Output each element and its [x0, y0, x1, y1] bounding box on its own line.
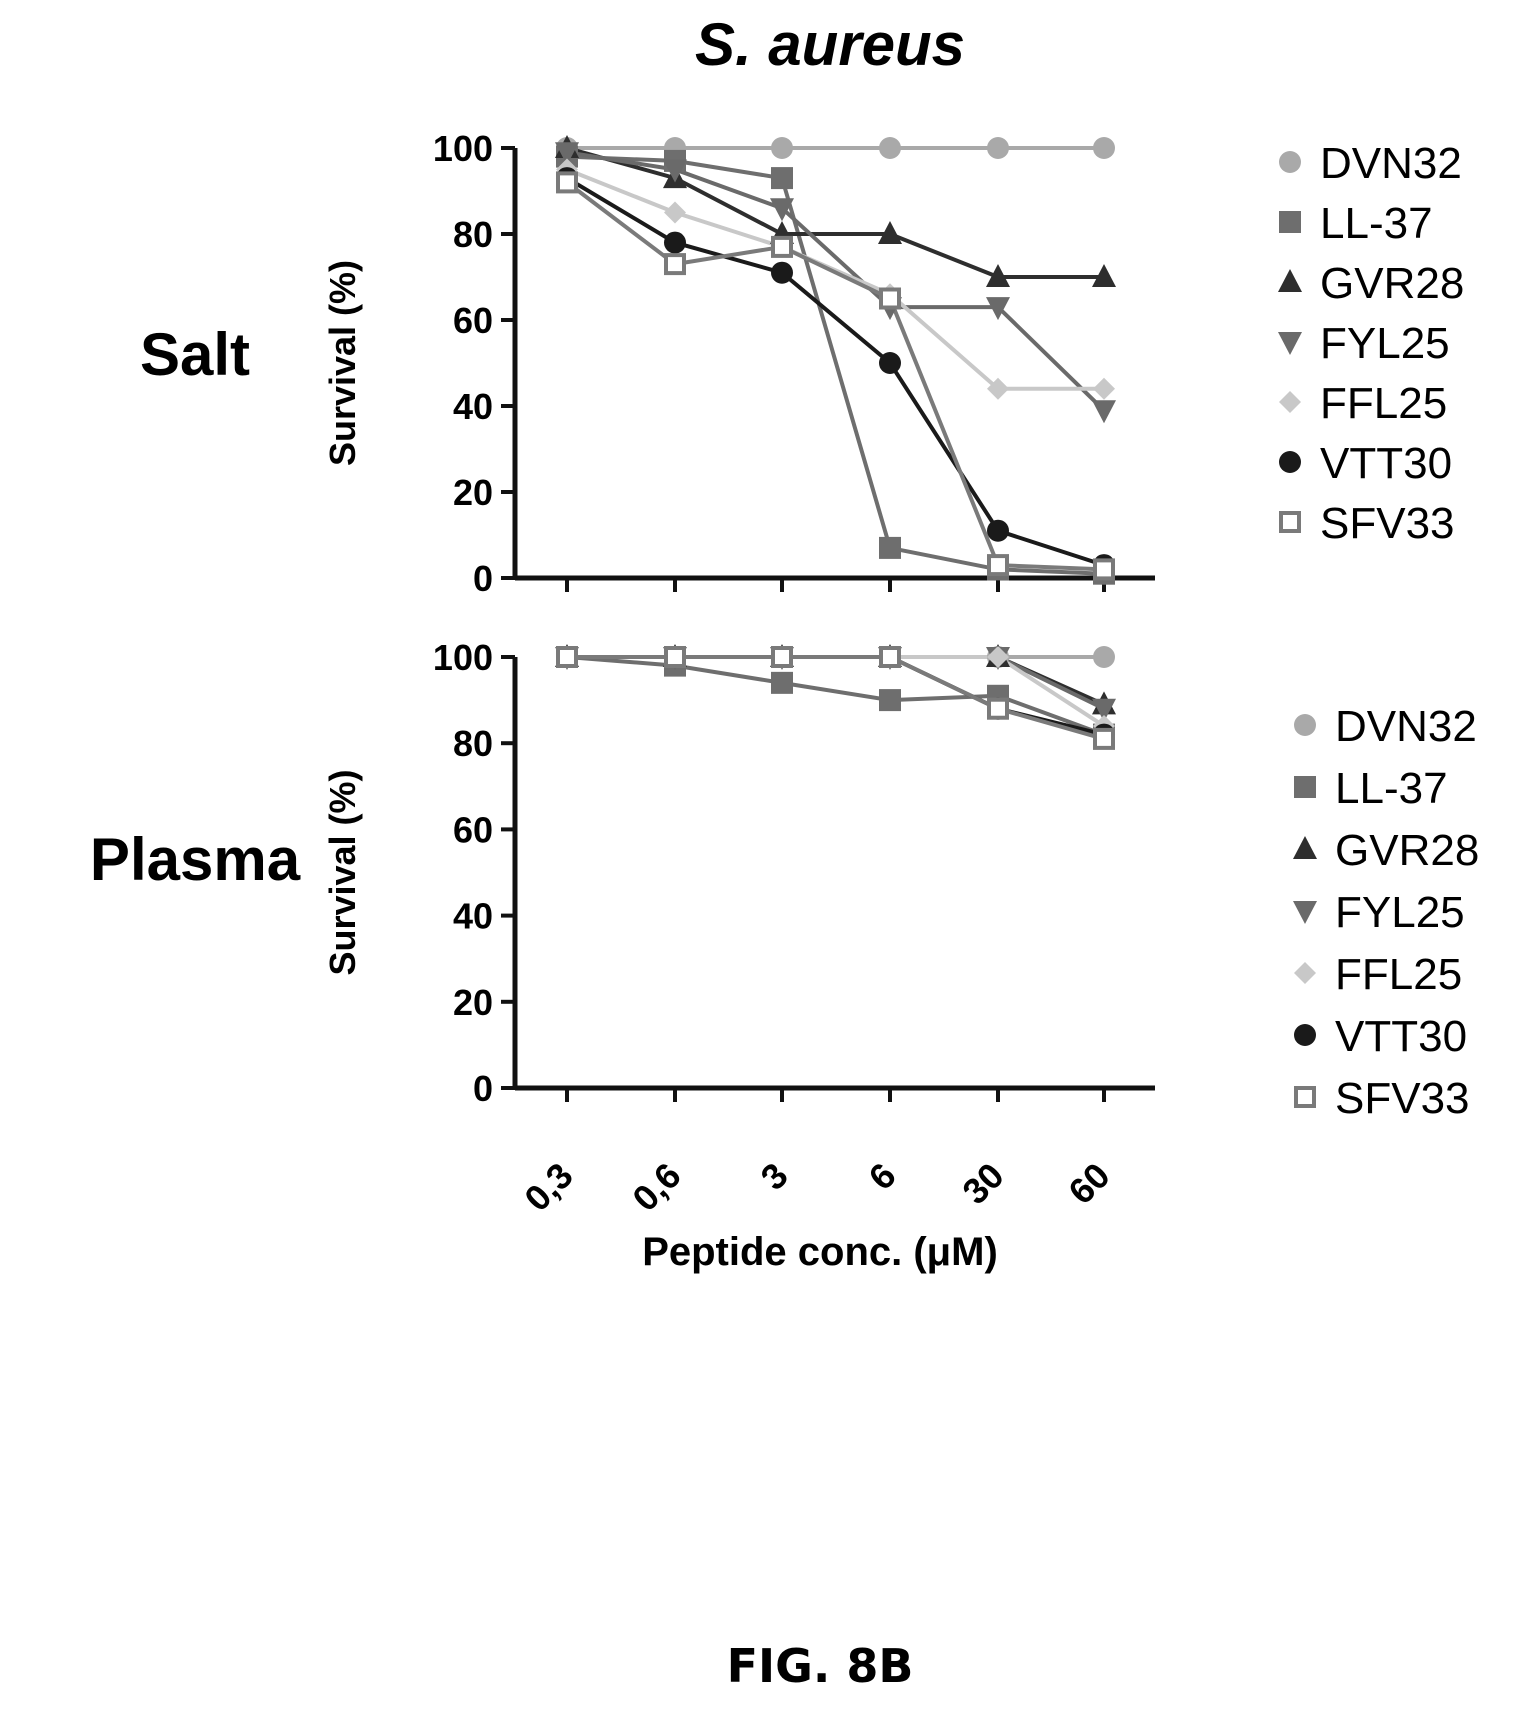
y-tick-label: 100: [433, 128, 493, 169]
legend-label: VTT30: [1320, 439, 1452, 488]
legend-marker: [1279, 211, 1301, 233]
x-axis-label: Peptide conc. (μM): [642, 1230, 998, 1274]
data-point: [771, 137, 793, 159]
data-point: [771, 672, 793, 694]
legend-label: DVN32: [1335, 702, 1477, 751]
legend-marker: [1296, 1088, 1314, 1106]
data-point: [1093, 137, 1115, 159]
y-axis-label: Survival (%): [322, 260, 363, 466]
legend-marker: [1278, 269, 1302, 292]
x-tick-label: 60: [1060, 1155, 1117, 1212]
legend-label: SFV33: [1320, 499, 1455, 548]
data-point: [989, 700, 1007, 718]
series-line: [567, 152, 1104, 410]
data-point: [1092, 400, 1116, 423]
y-tick-label: 20: [453, 472, 493, 513]
data-point: [879, 137, 901, 159]
data-point: [1095, 560, 1113, 578]
legend-label: FYL25: [1320, 319, 1450, 368]
y-axis-label: Survival (%): [322, 769, 363, 975]
data-point: [879, 352, 901, 374]
y-tick-label: 80: [453, 214, 493, 255]
legend-marker: [1294, 714, 1316, 736]
data-point: [773, 238, 791, 256]
legend-marker: [1281, 513, 1299, 531]
legend-marker: [1279, 451, 1301, 473]
y-tick-label: 0: [473, 1068, 493, 1109]
legend-marker: [1279, 391, 1301, 413]
x-tick-label: 3: [753, 1155, 796, 1198]
data-point: [771, 167, 793, 189]
legend-marker: [1293, 836, 1317, 859]
data-point: [1093, 378, 1115, 400]
legend-label: GVR28: [1335, 826, 1479, 875]
series-line: [567, 182, 1104, 569]
data-point: [881, 290, 899, 308]
y-tick-label: 20: [453, 982, 493, 1023]
data-point: [989, 556, 1007, 574]
salt-panel: Salt Survival (%) 0 20 40 60 80 100 DVN32 LL-37 GV…: [140, 128, 1464, 599]
data-point: [879, 689, 901, 711]
y-tick-label: 100: [433, 637, 493, 678]
data-point: [666, 255, 684, 273]
legend-marker: [1279, 151, 1301, 173]
data-point: [879, 537, 901, 559]
data-point: [558, 173, 576, 191]
data-point: [773, 648, 791, 666]
data-point: [666, 648, 684, 666]
data-point: [1093, 646, 1115, 668]
legend-label: LL-37: [1320, 199, 1433, 248]
y-tick-label: 60: [453, 809, 493, 850]
data-point: [1095, 730, 1113, 748]
legend-label: SFV33: [1335, 1074, 1470, 1123]
data-point: [881, 648, 899, 666]
legend-label: VTT30: [1335, 1012, 1467, 1061]
y-tick-label: 60: [453, 300, 493, 341]
x-tick-label: 6: [861, 1155, 904, 1198]
data-point: [664, 202, 686, 224]
y-tick-label: 40: [453, 896, 493, 937]
plasma-panel: Plasma Survival (%) 0 20 40 60 80 100 0,3 0,6 3 6 30…: [90, 637, 1479, 1219]
x-tick-label: 0,6: [624, 1155, 688, 1219]
legend-label: FYL25: [1335, 888, 1465, 937]
legend-marker: [1293, 901, 1317, 924]
figure-caption: FIG. 8B: [727, 1639, 914, 1693]
legend-marker: [1294, 776, 1316, 798]
legend-marker: [1278, 332, 1302, 355]
legend-marker: [1294, 1024, 1316, 1046]
data-point: [558, 648, 576, 666]
series-line: [567, 178, 1104, 565]
legend-label: LL-37: [1335, 764, 1448, 813]
data-point: [987, 520, 1009, 542]
x-tick-label: 30: [954, 1155, 1011, 1212]
x-tick-label: 0,3: [516, 1155, 580, 1219]
row-label: Plasma: [90, 826, 301, 893]
legend-label: FFL25: [1320, 379, 1447, 428]
figure-title: S. aureus: [695, 11, 965, 78]
legend-label: GVR28: [1320, 259, 1464, 308]
y-tick-label: 80: [453, 723, 493, 764]
legend-label: FFL25: [1335, 950, 1462, 999]
data-point: [771, 262, 793, 284]
y-tick-label: 40: [453, 386, 493, 427]
row-label: Salt: [140, 321, 250, 388]
series-line: [567, 157, 1104, 574]
data-point: [664, 232, 686, 254]
legend-label: DVN32: [1320, 139, 1462, 188]
legend-marker: [1294, 962, 1316, 984]
y-tick-label: 0: [473, 558, 493, 599]
data-point: [987, 137, 1009, 159]
